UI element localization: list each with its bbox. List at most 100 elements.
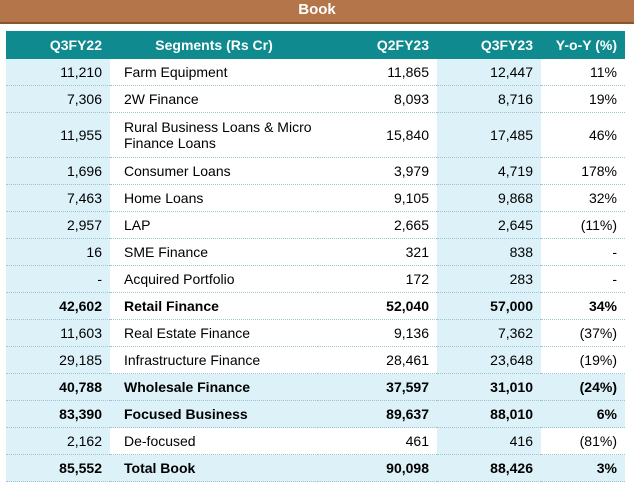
cell-yoy: 178% [541, 157, 625, 185]
cell-q3fy23: 4,719 [437, 157, 541, 185]
cell-q2fy23: 461 [318, 427, 437, 455]
cell-segment: Wholesale Finance [110, 373, 318, 401]
cell-q3fy22: - [6, 265, 110, 293]
cell-q3fy23: 283 [437, 265, 541, 293]
cell-segment: Total Book [110, 454, 318, 482]
total-row: 85,552 Total Book 90,098 88,426 3% [6, 454, 625, 482]
cell-segment: SME Finance [110, 238, 318, 266]
cell-segment: LAP [110, 211, 318, 239]
cell-yoy: 11% [541, 59, 625, 86]
cell-q3fy22: 11,210 [6, 59, 110, 86]
cell-yoy: 3% [541, 454, 625, 482]
cell-segment: Focused Business [110, 400, 318, 428]
header-yoy: Y-o-Y (%) [541, 31, 625, 59]
cell-q3fy22: 83,390 [6, 400, 110, 428]
table-header-row: Q3FY22 Segments (Rs Cr) Q2FY23 Q3FY23 Y-… [6, 31, 625, 59]
cell-segment: Retail Finance [110, 292, 318, 320]
cell-segment: Consumer Loans [110, 157, 318, 185]
cell-q3fy23: 23,648 [437, 346, 541, 374]
cell-q3fy22: 11,955 [6, 112, 110, 158]
cell-q3fy23: 17,485 [437, 112, 541, 158]
subtotal-row-focused: 83,390 Focused Business 89,637 88,010 6% [6, 400, 625, 428]
cell-yoy: - [541, 238, 625, 266]
cell-q3fy22: 7,306 [6, 85, 110, 113]
cell-q2fy23: 89,637 [318, 400, 437, 428]
subtotal-row-retail: 42,602 Retail Finance 52,040 57,000 34% [6, 292, 625, 320]
cell-segment: Infrastructure Finance [110, 346, 318, 374]
cell-segment: Acquired Portfolio [110, 265, 318, 293]
header-q2fy23: Q2FY23 [318, 31, 437, 59]
cell-q3fy22: 2,957 [6, 211, 110, 239]
banner-divider [0, 22, 634, 24]
cell-yoy: (24%) [541, 373, 625, 401]
cell-q3fy22: 11,603 [6, 319, 110, 347]
table-row: 11,210 Farm Equipment 11,865 12,447 11% [6, 59, 625, 86]
cell-q3fy23: 9,868 [437, 184, 541, 212]
cell-q3fy23: 12,447 [437, 59, 541, 86]
table-row: - Acquired Portfolio 172 283 - [6, 265, 625, 293]
cell-q2fy23: 11,865 [318, 59, 437, 86]
subtotal-row-wholesale: 40,788 Wholesale Finance 37,597 31,010 (… [6, 373, 625, 401]
cell-yoy: 19% [541, 85, 625, 113]
cell-q3fy22: 40,788 [6, 373, 110, 401]
cell-q3fy23: 416 [437, 427, 541, 455]
cell-q2fy23: 9,136 [318, 319, 437, 347]
header-q3fy22: Q3FY22 [6, 31, 110, 59]
table-row: 16 SME Finance 321 838 - [6, 238, 625, 266]
cell-yoy: 46% [541, 112, 625, 158]
cell-q3fy23: 7,362 [437, 319, 541, 347]
cell-q3fy23: 838 [437, 238, 541, 266]
cell-q3fy23: 8,716 [437, 85, 541, 113]
cell-q2fy23: 2,665 [318, 211, 437, 239]
cell-yoy: (37%) [541, 319, 625, 347]
cell-q2fy23: 8,093 [318, 85, 437, 113]
cell-yoy: (81%) [541, 427, 625, 455]
cell-q3fy23: 31,010 [437, 373, 541, 401]
table-row: 7,306 2W Finance 8,093 8,716 19% [6, 85, 625, 113]
cell-q3fy22: 1,696 [6, 157, 110, 185]
cell-q3fy22: 2,162 [6, 427, 110, 455]
cell-segment: Home Loans [110, 184, 318, 212]
cell-q3fy22: 29,185 [6, 346, 110, 374]
cell-q2fy23: 321 [318, 238, 437, 266]
cell-segment: De-focused [110, 427, 318, 455]
table-row: 7,463 Home Loans 9,105 9,868 32% [6, 184, 625, 212]
cell-q2fy23: 3,979 [318, 157, 437, 185]
cell-yoy: 6% [541, 400, 625, 428]
cell-q3fy23: 88,010 [437, 400, 541, 428]
cell-yoy: 34% [541, 292, 625, 320]
cell-q3fy23: 2,645 [437, 211, 541, 239]
cell-q2fy23: 37,597 [318, 373, 437, 401]
table-row: 2,162 De-focused 461 416 (81%) [6, 427, 625, 455]
table-row: 11,603 Real Estate Finance 9,136 7,362 (… [6, 319, 625, 347]
cell-q2fy23: 52,040 [318, 292, 437, 320]
cell-q2fy23: 28,461 [318, 346, 437, 374]
cell-yoy: (19%) [541, 346, 625, 374]
cell-segment: Rural Business Loans & Micro Finance Loa… [110, 112, 318, 158]
loan-book-table: Q3FY22 Segments (Rs Cr) Q2FY23 Q3FY23 Y-… [6, 31, 625, 482]
table-row: 11,955 Rural Business Loans & Micro Fina… [6, 112, 625, 158]
cell-q2fy23: 9,105 [318, 184, 437, 212]
header-q3fy23: Q3FY23 [437, 31, 541, 59]
cell-q2fy23: 15,840 [318, 112, 437, 158]
cell-q3fy23: 88,426 [437, 454, 541, 482]
cell-q3fy22: 16 [6, 238, 110, 266]
cell-q3fy22: 85,552 [6, 454, 110, 482]
cell-yoy: 32% [541, 184, 625, 212]
table-row: 29,185 Infrastructure Finance 28,461 23,… [6, 346, 625, 374]
banner-title: Book [298, 1, 336, 18]
cell-q2fy23: 90,098 [318, 454, 437, 482]
header-segments: Segments (Rs Cr) [110, 31, 318, 59]
cell-q2fy23: 172 [318, 265, 437, 293]
table-row: 1,696 Consumer Loans 3,979 4,719 178% [6, 157, 625, 185]
cell-q3fy22: 7,463 [6, 184, 110, 212]
cell-q3fy23: 57,000 [437, 292, 541, 320]
cell-yoy: (11%) [541, 211, 625, 239]
cell-yoy: - [541, 265, 625, 293]
cell-q3fy22: 42,602 [6, 292, 110, 320]
cell-segment: Real Estate Finance [110, 319, 318, 347]
cell-segment: 2W Finance [110, 85, 318, 113]
table-row: 2,957 LAP 2,665 2,645 (11%) [6, 211, 625, 239]
section-banner: Book [0, 0, 634, 22]
cell-segment: Farm Equipment [110, 59, 318, 86]
